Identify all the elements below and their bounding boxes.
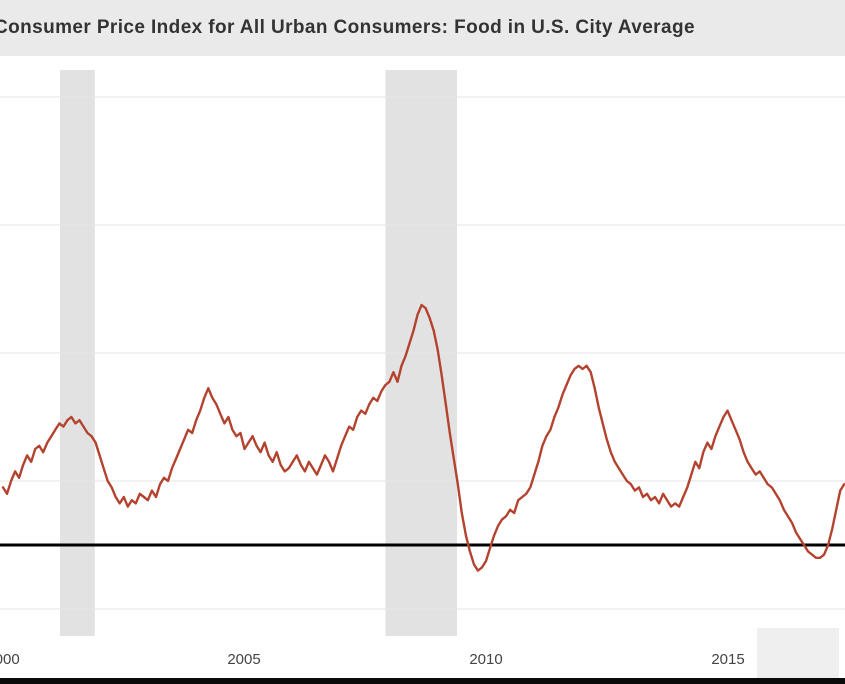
bottom-black-bar — [0, 678, 845, 684]
chart-title: Consumer Price Index for All Urban Consu… — [0, 17, 695, 38]
bottom-right-shade — [757, 628, 839, 678]
cpi-food-series-line — [1, 303, 845, 572]
chart-header: Consumer Price Index for All Urban Consu… — [0, 0, 845, 56]
